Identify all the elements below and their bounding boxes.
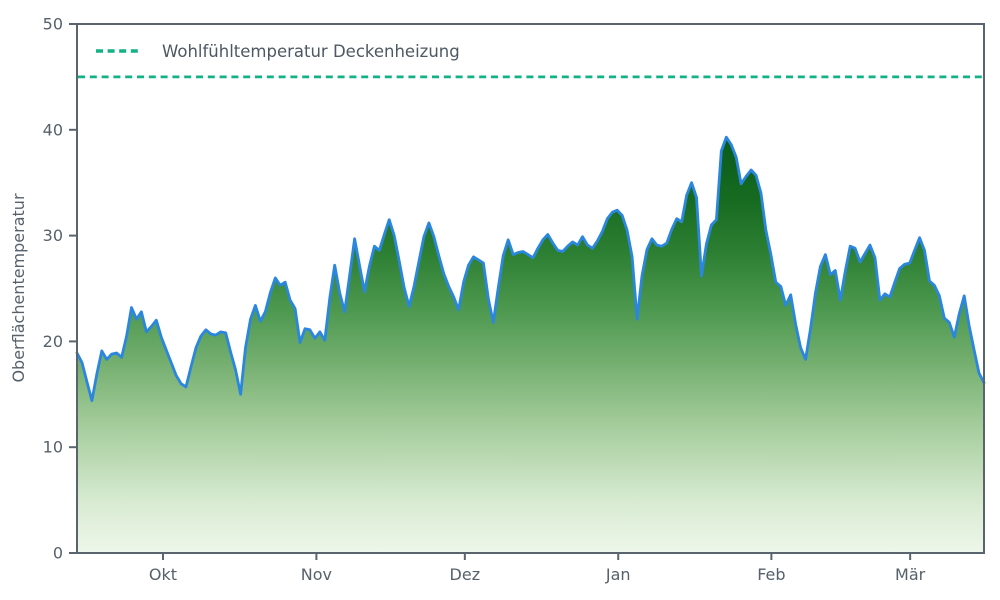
x-tick-label: Okt (149, 565, 177, 584)
y-tick-label: 10 (43, 438, 63, 457)
x-tick-label: Jan (605, 565, 631, 584)
legend: Wohlfühltemperatur Deckenheizung (96, 42, 460, 61)
x-tick-label: Feb (757, 565, 785, 584)
temperature-line (75, 135, 986, 402)
x-axis-ticks: Okt Nov Dez Jan Feb Mär (149, 553, 926, 584)
x-tick-label: Nov (301, 565, 332, 584)
area-fill (77, 137, 984, 553)
legend-label: Wohlfühltemperatur Deckenheizung (162, 42, 460, 61)
y-tick-label: 30 (43, 226, 63, 245)
y-tick-label: 0 (53, 544, 63, 563)
y-axis-label: Oberflächentemperatur (9, 193, 28, 382)
plot-border (76, 23, 985, 554)
y-tick-label: 40 (43, 120, 63, 139)
y-tick-label: 20 (43, 332, 63, 351)
x-tick-label: Dez (450, 565, 481, 584)
x-tick-label: Mär (895, 565, 926, 584)
y-tick-label: 50 (43, 15, 63, 34)
y-axis-ticks: 0 10 20 30 40 50 (43, 15, 77, 563)
